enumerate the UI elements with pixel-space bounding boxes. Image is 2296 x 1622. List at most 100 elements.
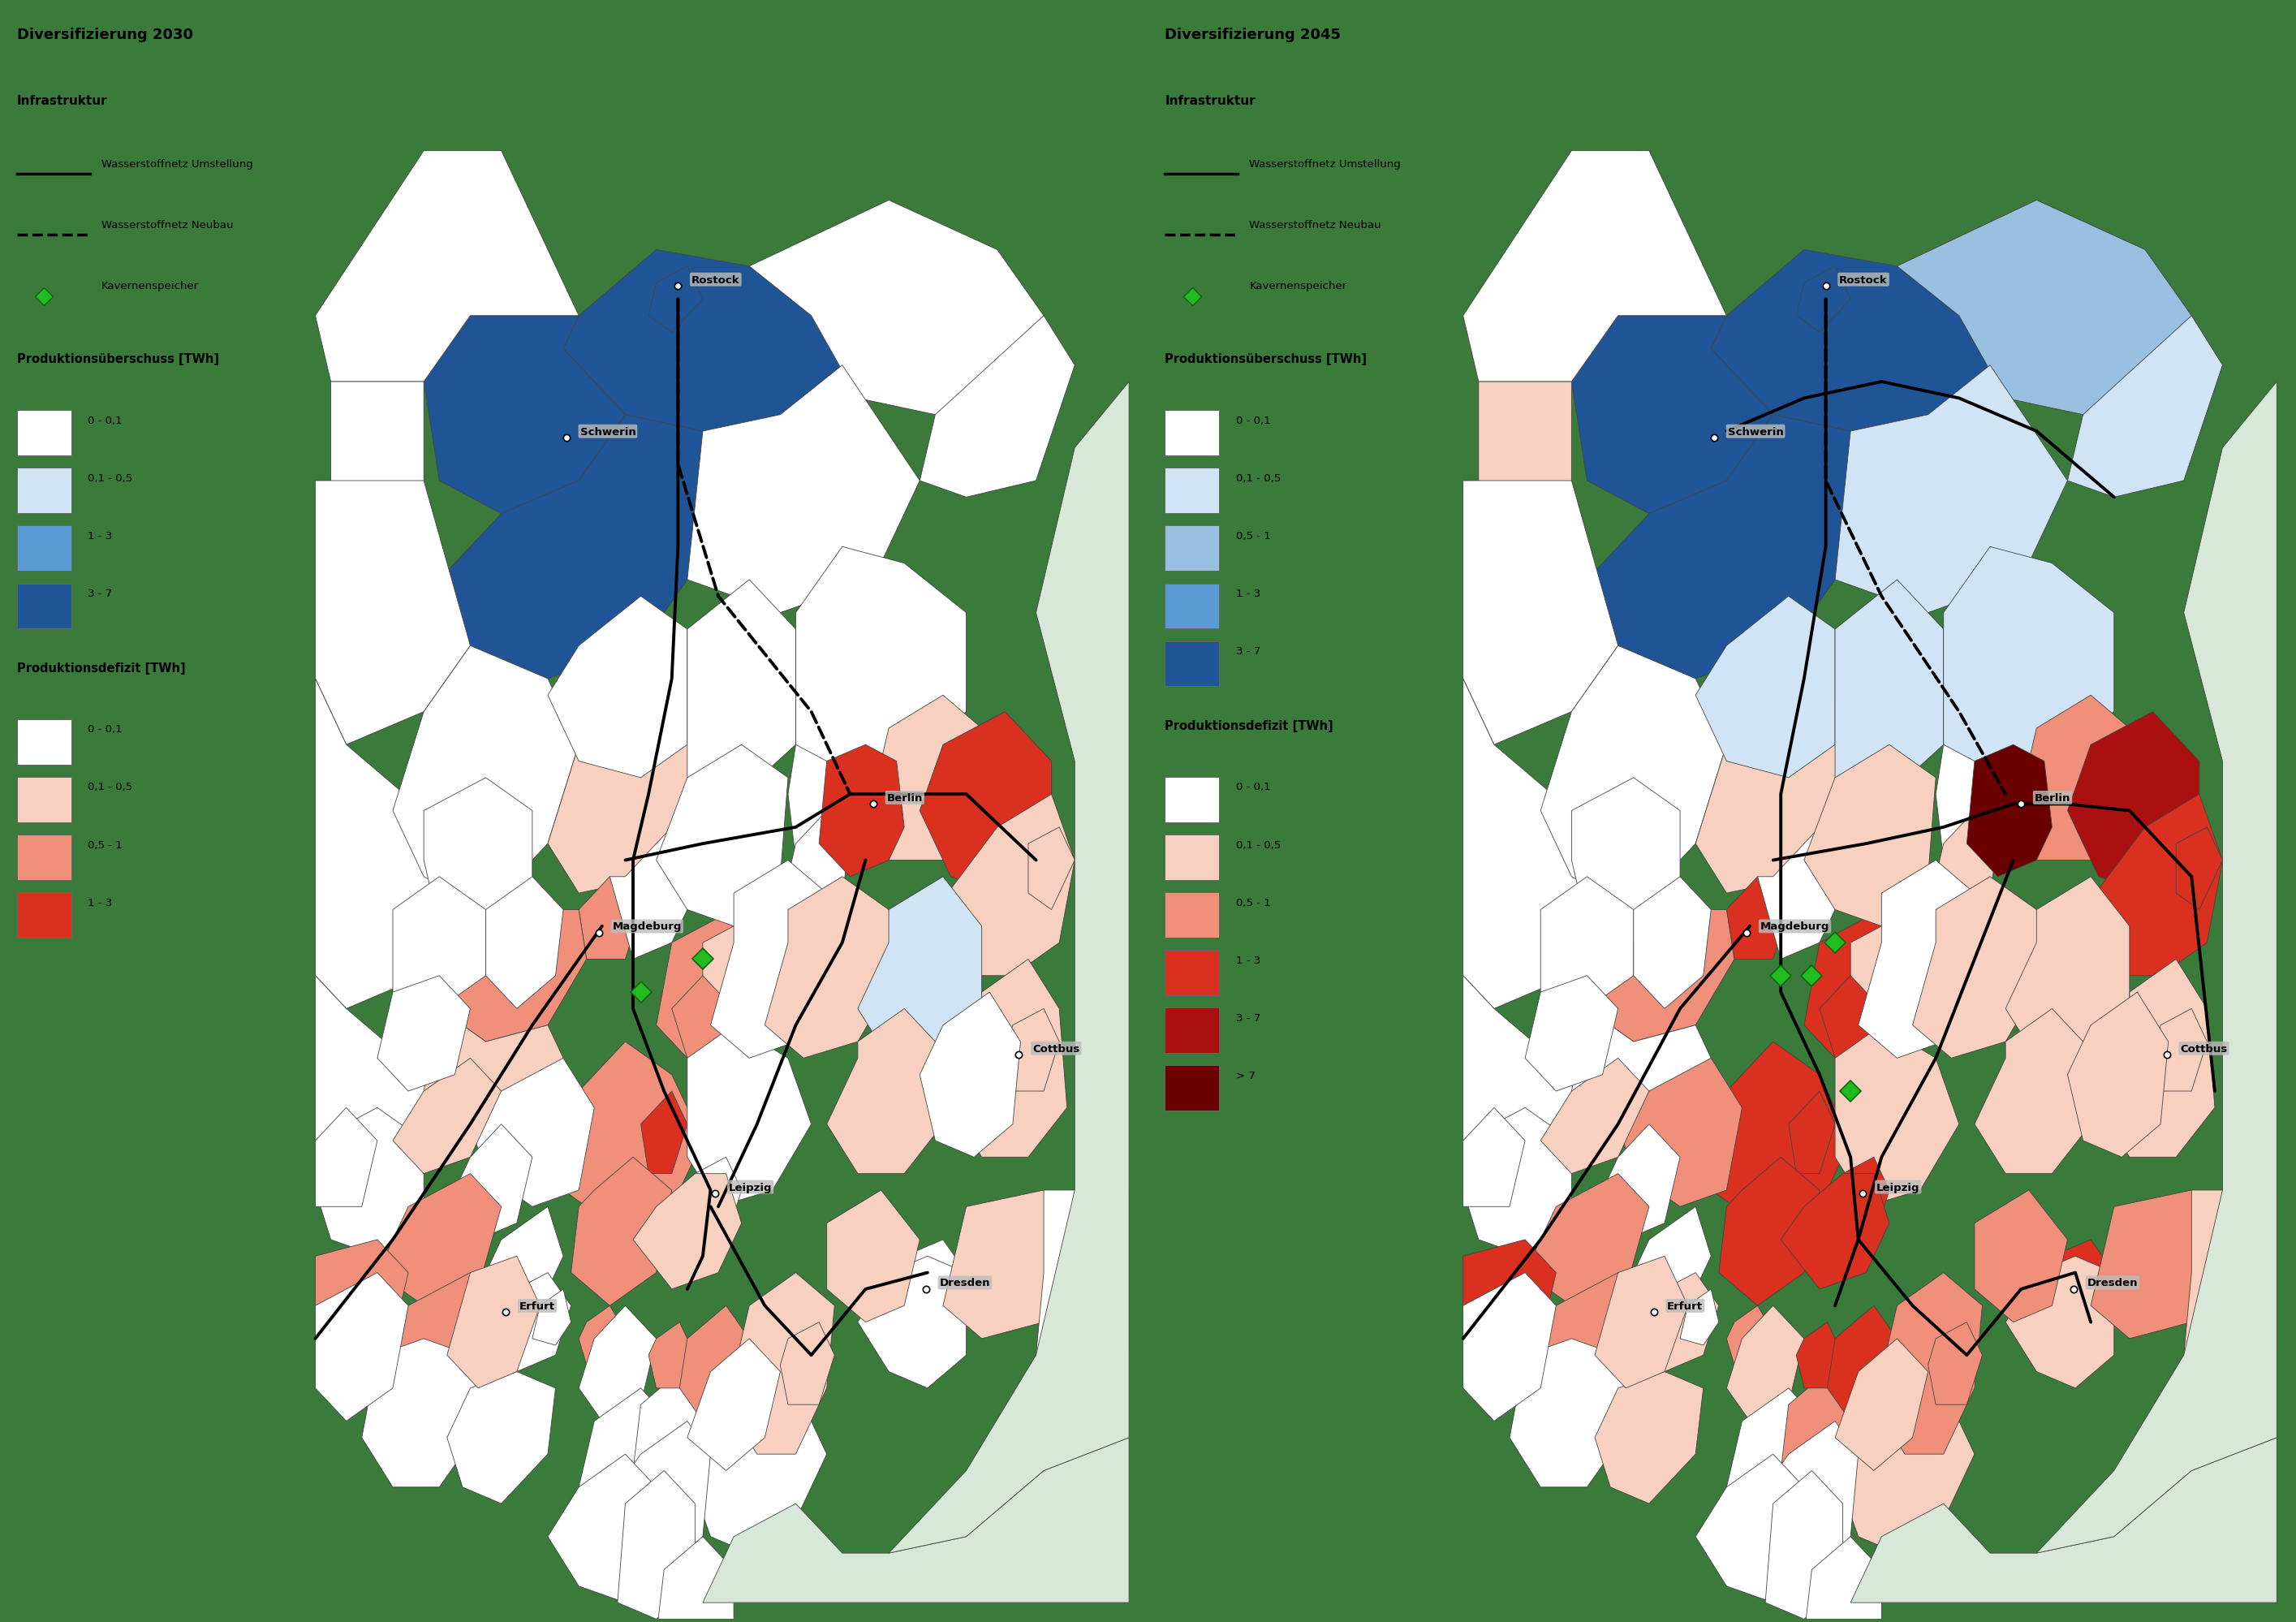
Polygon shape [2066,316,2223,498]
Polygon shape [797,547,967,779]
Polygon shape [1727,1306,1805,1421]
Polygon shape [1727,1388,1818,1520]
Polygon shape [703,1437,1130,1603]
Polygon shape [726,1273,833,1455]
Polygon shape [1727,878,1789,960]
Polygon shape [1727,1306,1773,1366]
Polygon shape [1851,1437,2278,1603]
Polygon shape [765,878,895,1059]
Polygon shape [1463,1273,1557,1421]
Bar [1164,469,1219,514]
Text: Magdeburg: Magdeburg [1761,921,1830,933]
Text: Dresden: Dresden [2087,1278,2138,1288]
Polygon shape [1642,1273,1720,1372]
Polygon shape [859,878,983,1059]
Bar [16,410,71,456]
Polygon shape [2037,1239,2115,1322]
Polygon shape [2183,1191,2278,1388]
Polygon shape [1525,1273,1632,1388]
Polygon shape [634,1372,709,1504]
Polygon shape [1587,415,1851,680]
Polygon shape [1789,365,2066,613]
Text: Infrastruktur: Infrastruktur [16,96,108,107]
Polygon shape [1874,1273,1981,1455]
Polygon shape [1766,1421,1857,1586]
Text: 0,5 - 1: 0,5 - 1 [1235,530,1270,542]
Text: 0,5 - 1: 0,5 - 1 [1235,897,1270,908]
Polygon shape [889,383,1130,1554]
Polygon shape [471,1059,595,1207]
Polygon shape [1541,1059,1649,1174]
Bar [1164,410,1219,456]
Polygon shape [680,1158,742,1239]
Polygon shape [315,680,471,1009]
Text: Leipzig: Leipzig [1876,1182,1919,1192]
Polygon shape [2099,960,2216,1158]
Polygon shape [1694,1455,1818,1603]
Polygon shape [1508,1338,1632,1487]
Text: 0,1 - 0,5: 0,1 - 0,5 [87,782,133,792]
Bar [16,892,71,938]
Polygon shape [315,1108,425,1257]
Polygon shape [393,646,579,910]
Polygon shape [1694,597,1835,779]
Polygon shape [1570,779,1681,942]
Polygon shape [1463,680,1619,1009]
Polygon shape [680,1306,748,1421]
Polygon shape [1828,1158,1890,1239]
Polygon shape [820,744,905,878]
Polygon shape [1463,1108,1570,1257]
Polygon shape [641,365,921,613]
Polygon shape [425,779,533,942]
Text: 1 - 3: 1 - 3 [1235,589,1261,599]
Polygon shape [2154,1009,2206,1092]
Polygon shape [1570,1009,1727,1140]
Text: Cottbus: Cottbus [2181,1043,2227,1054]
Polygon shape [618,1471,696,1619]
Polygon shape [1805,744,1936,926]
Polygon shape [425,316,625,514]
Text: Schwerin: Schwerin [581,427,636,436]
Polygon shape [1570,316,1773,514]
Polygon shape [1035,1191,1130,1388]
Text: Erfurt: Erfurt [519,1301,556,1311]
Polygon shape [1805,1536,1880,1622]
Text: Produktionsüberschuss [TWh]: Produktionsüberschuss [TWh] [1164,354,1366,365]
Polygon shape [709,861,833,1059]
Bar [1164,950,1219,996]
Polygon shape [494,1273,572,1372]
Bar [1164,584,1219,629]
Polygon shape [1525,1174,1649,1306]
Polygon shape [315,976,487,1174]
Polygon shape [549,646,703,894]
Polygon shape [315,1273,409,1421]
Bar [1164,642,1219,686]
Polygon shape [1596,1257,1688,1388]
Polygon shape [315,151,579,383]
Polygon shape [1789,1092,1835,1174]
Polygon shape [393,878,487,1009]
Text: Rostock: Rostock [1839,274,1887,285]
Polygon shape [1975,1009,2092,1174]
Polygon shape [2037,383,2278,1554]
Bar [16,526,71,571]
Text: 3 - 7: 3 - 7 [1235,646,1261,657]
Polygon shape [748,201,1045,415]
Polygon shape [1975,1191,2066,1322]
Polygon shape [1587,910,1733,1041]
Polygon shape [1479,383,1570,498]
Text: Wasserstoffnetz Neubau: Wasserstoffnetz Neubau [1249,219,1382,230]
Text: 0,1 - 0,5: 0,1 - 0,5 [87,474,133,483]
Polygon shape [1929,1322,1981,1405]
Text: 0 - 0,1: 0 - 0,1 [87,415,122,427]
Polygon shape [2020,696,2128,861]
Polygon shape [1463,482,1619,744]
Text: Wasserstoffnetz Umstellung: Wasserstoffnetz Umstellung [1249,159,1401,169]
Polygon shape [944,1191,1068,1338]
Polygon shape [2066,712,2200,894]
Polygon shape [1913,878,2043,1059]
Polygon shape [657,1536,735,1622]
Polygon shape [1828,1306,1896,1421]
Polygon shape [921,993,1019,1158]
Polygon shape [673,976,735,1059]
